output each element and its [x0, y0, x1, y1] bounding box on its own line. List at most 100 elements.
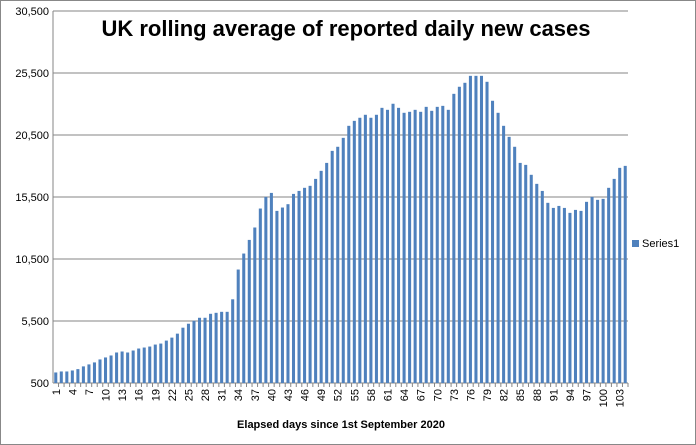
y-tick-label: 10,500: [15, 254, 49, 266]
x-tick-label: 58: [366, 389, 378, 401]
bar: [197, 317, 202, 383]
x-tick-label: 19: [150, 389, 162, 401]
y-tick-label: 20,500: [15, 130, 49, 142]
bar: [479, 75, 484, 384]
x-tick-label: 79: [482, 389, 494, 401]
bar: [452, 93, 456, 383]
x-tick-label: 85: [515, 389, 527, 401]
x-tick-label: 16: [134, 389, 146, 401]
bar: [225, 311, 229, 383]
bar: [424, 106, 428, 384]
x-tick-label: 100: [598, 389, 610, 407]
bar: [137, 348, 141, 383]
bar: [70, 370, 74, 383]
bar: [513, 146, 517, 383]
bar: [507, 136, 511, 383]
bar: [236, 269, 240, 383]
x-tick-label: 82: [499, 389, 511, 401]
bar: [104, 357, 108, 383]
bar: [247, 239, 251, 383]
bar: [435, 106, 439, 384]
bar: [203, 317, 207, 383]
y-tick-label: 25,500: [15, 68, 49, 80]
bar: [535, 183, 539, 383]
legend-swatch: [632, 240, 639, 247]
bar: [76, 369, 80, 383]
bar: [54, 372, 58, 383]
x-tick-label: 13: [117, 389, 129, 401]
bar: [518, 162, 522, 383]
bar: [380, 107, 384, 384]
bar: [258, 208, 262, 383]
bar: [347, 125, 351, 383]
bar: [441, 105, 445, 384]
y-tick-label: 500: [31, 378, 49, 390]
bar: [153, 344, 157, 383]
chart-title: UK rolling average of reported daily new…: [101, 16, 590, 41]
bar: [87, 364, 91, 383]
bar: [557, 205, 561, 383]
bar: [286, 204, 290, 383]
bar: [430, 110, 434, 383]
x-tick-label: 22: [167, 389, 179, 401]
x-tick-label: 67: [416, 389, 428, 401]
bar: [81, 366, 85, 383]
bar: [623, 165, 627, 383]
x-tick-label: 97: [582, 389, 594, 401]
bar: [491, 100, 495, 383]
bar: [607, 187, 611, 383]
x-tick-label: 76: [465, 389, 477, 401]
x-tick-label: 88: [532, 389, 544, 401]
bar: [612, 178, 616, 383]
bar: [126, 352, 130, 383]
bar: [253, 227, 257, 383]
bar: [220, 311, 224, 383]
x-tick-label: 7: [84, 389, 96, 395]
bar: [319, 170, 323, 383]
x-tick-label: 43: [283, 389, 295, 401]
x-tick-label: 40: [266, 389, 278, 401]
x-tick-label: 28: [200, 389, 212, 401]
bar: [98, 359, 102, 383]
bar: [446, 109, 450, 383]
bar: [269, 192, 273, 383]
bar: [192, 320, 196, 383]
bar: [369, 117, 373, 383]
bar: [596, 199, 600, 383]
bar: [264, 196, 268, 383]
bar: [562, 207, 566, 383]
bar: [164, 340, 168, 383]
bar: [314, 178, 318, 383]
x-tick-label: 10: [101, 389, 113, 401]
bar: [468, 75, 472, 384]
bar: [385, 109, 390, 383]
bar: [391, 103, 395, 383]
x-tick-label: 25: [183, 389, 195, 401]
bar: [59, 371, 63, 383]
bar: [374, 114, 378, 384]
x-tick-label: 1: [51, 389, 63, 395]
bar: [242, 253, 246, 383]
x-tick-label: 64: [399, 389, 411, 401]
bar: [413, 109, 417, 383]
x-tick-label: 94: [565, 389, 577, 401]
bar: [280, 207, 284, 383]
x-tick-label: 55: [349, 389, 361, 401]
bar: [579, 210, 583, 383]
bar: [352, 120, 356, 383]
bar: [148, 346, 152, 383]
bar: [546, 202, 550, 383]
y-tick-label: 15,500: [15, 192, 49, 204]
bar: [170, 337, 174, 383]
bar: [585, 201, 589, 383]
bar: [109, 355, 113, 383]
bar: [275, 210, 279, 383]
bar: [325, 162, 329, 383]
bar: [231, 299, 235, 383]
bar: [485, 81, 489, 383]
x-tick-label: 31: [217, 389, 229, 401]
bar: [601, 198, 605, 383]
bar: [419, 111, 423, 383]
